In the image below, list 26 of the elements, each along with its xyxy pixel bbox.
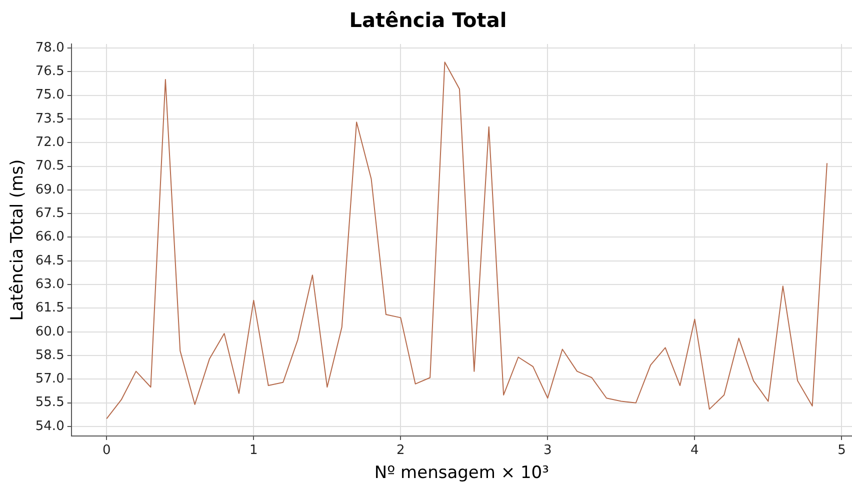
y-tick-label: 60.0 xyxy=(35,324,64,340)
y-tick-label: 61.5 xyxy=(35,300,64,316)
y-tick-label: 63.0 xyxy=(35,276,64,292)
y-tick-label: 66.0 xyxy=(35,230,64,245)
x-tick-label: 2 xyxy=(396,443,405,458)
x-axis-title: Nº mensagem × 10³ xyxy=(374,463,549,484)
y-tick-label: 67.5 xyxy=(35,206,64,221)
y-tick-label: 69.0 xyxy=(35,182,64,198)
y-tick-label: 55.5 xyxy=(35,395,64,410)
y-tick-label: 70.5 xyxy=(35,158,64,174)
x-tick-label: 5 xyxy=(838,443,846,458)
x-tick-label: 4 xyxy=(690,443,699,458)
y-tick-label: 76.5 xyxy=(35,64,64,79)
x-tick-label: 3 xyxy=(544,443,552,458)
x-tick-label: 0 xyxy=(102,443,111,458)
x-tick-label: 1 xyxy=(250,443,258,458)
y-tick-label: 58.5 xyxy=(35,348,64,363)
y-tick-label: 57.0 xyxy=(35,372,64,387)
y-tick-label: 64.5 xyxy=(35,253,64,268)
y-axis-title: Latência Total (ms) xyxy=(8,159,28,321)
y-tick-label: 78.0 xyxy=(35,40,64,56)
chart-title: Latência Total xyxy=(349,8,507,32)
y-tick-label: 72.0 xyxy=(35,134,64,150)
y-tick-label: 73.5 xyxy=(35,111,64,126)
y-tick-label: 75.0 xyxy=(35,88,64,103)
y-tick-label: 54.0 xyxy=(35,418,64,434)
